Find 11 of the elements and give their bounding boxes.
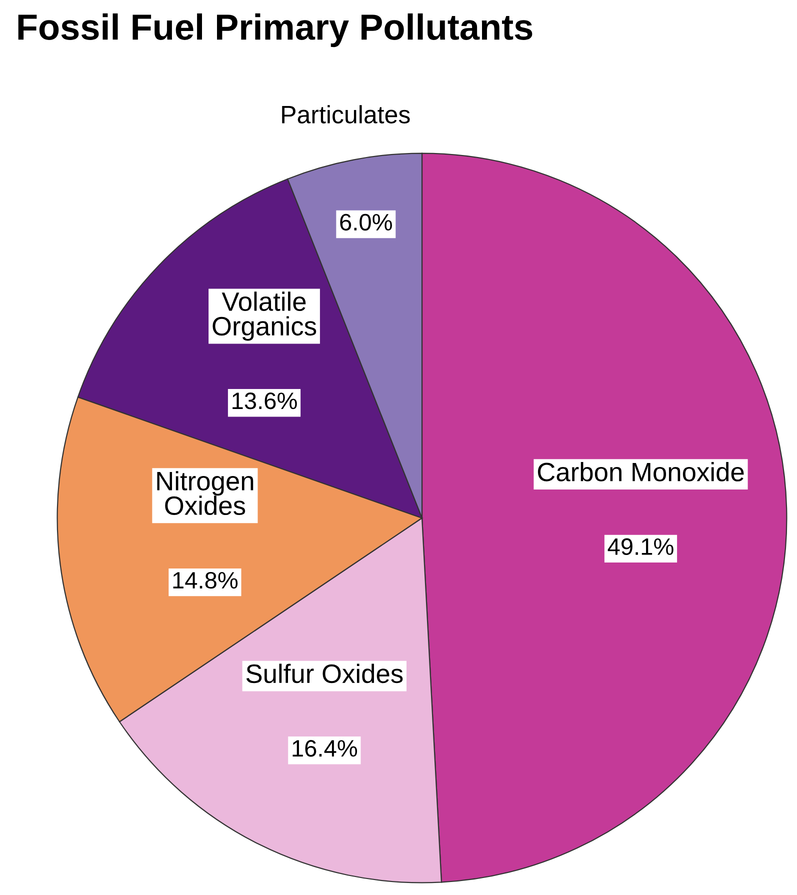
slice-label: Volatile Organics	[212, 292, 316, 341]
data-label: 49.1%	[608, 538, 674, 556]
data-label: 16.4%	[292, 740, 358, 757]
data-label: 6.0%	[340, 214, 392, 231]
slice-label: Carbon Monoxide	[538, 462, 744, 482]
slice-label: Sulfur Oxides	[246, 664, 403, 684]
data-label: 14.8%	[173, 572, 238, 589]
data-label: 13.6%	[232, 392, 297, 410]
slice-label: Nitrogen Oxides	[157, 471, 254, 516]
slice-label: Particulates	[282, 105, 410, 124]
chart-title: Fossil Fuel Primary Pollutants	[18, 13, 532, 48]
